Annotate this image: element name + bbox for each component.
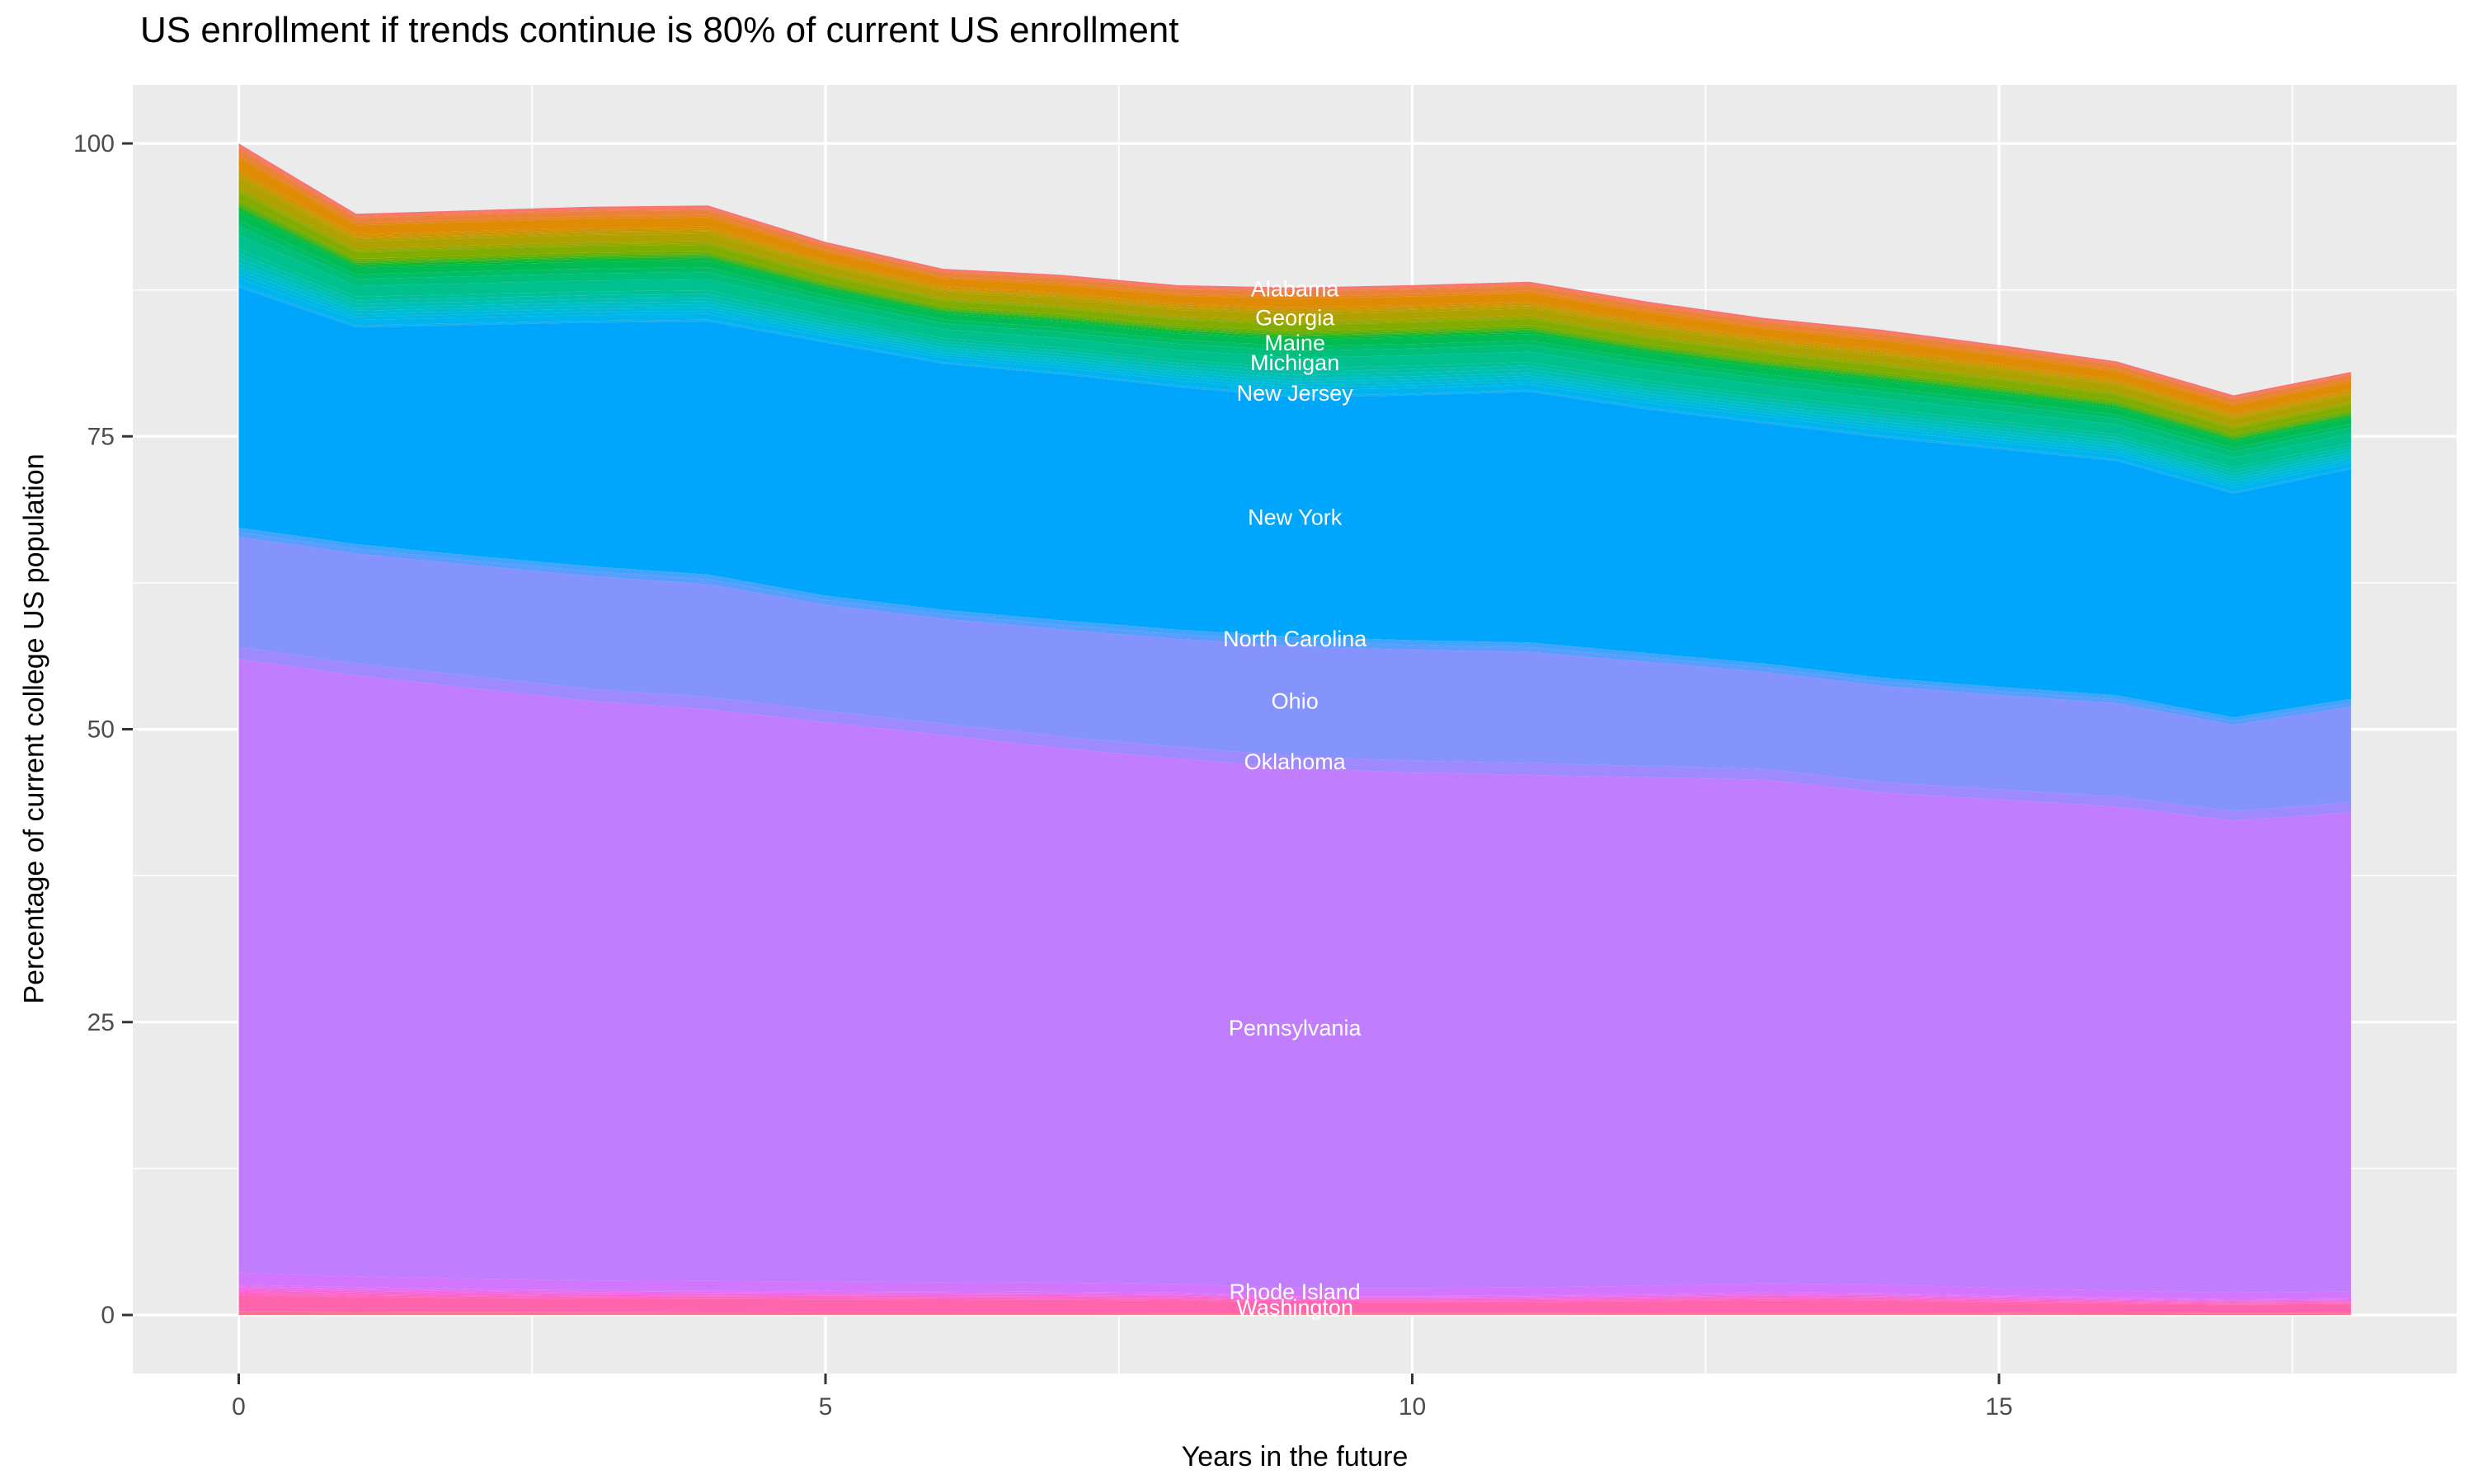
- area-utah: [238, 1290, 2351, 1303]
- state-label-new-york: New York: [1248, 505, 1343, 529]
- y-tick-label: 25: [87, 1009, 115, 1036]
- y-tick-label: 0: [101, 1302, 115, 1329]
- state-label-maine: Maine: [1264, 331, 1325, 355]
- area-missouri: [238, 257, 2351, 477]
- area-mississippi: [238, 253, 2351, 474]
- area-north-dakota: [238, 532, 2351, 726]
- y-tick-label: 75: [87, 423, 115, 450]
- y-tick-label: 100: [73, 130, 115, 157]
- chart-title: US enrollment if trends continue is 80% …: [140, 10, 1179, 50]
- area-rhode-island: [238, 1272, 2351, 1299]
- state-label-ohio: Ohio: [1272, 688, 1319, 713]
- area-virginia: [238, 1294, 2351, 1305]
- state-label-oklahoma: Oklahoma: [1244, 749, 1347, 774]
- area-tennessee: [238, 1287, 2351, 1302]
- area-washington: [238, 1295, 2351, 1313]
- area-minnesota: [238, 248, 2351, 471]
- area-west-virginia: [238, 1311, 2351, 1314]
- area-pennsylvania: [238, 659, 2351, 1293]
- area-wisconsin: [238, 1313, 2351, 1315]
- x-axis-title: Years in the future: [1181, 1441, 1409, 1472]
- area-vermont: [238, 1292, 2351, 1304]
- state-label-michigan: Michigan: [1250, 350, 1339, 375]
- x-tick-label: 0: [232, 1393, 246, 1421]
- area-south-carolina: [238, 1284, 2351, 1300]
- y-tick-label: 50: [87, 716, 115, 744]
- state-label-georgia: Georgia: [1255, 306, 1335, 331]
- area-north-carolina: [238, 528, 2351, 721]
- state-label-north-carolina: North Carolina: [1223, 627, 1367, 651]
- state-label-new-jersey: New Jersey: [1237, 381, 1354, 406]
- area-oklahoma: [238, 646, 2351, 821]
- area-texas: [238, 1289, 2351, 1303]
- x-tick-label: 5: [819, 1393, 833, 1421]
- state-label-rhode-island: Rhode Island: [1230, 1280, 1361, 1304]
- state-areas: [238, 143, 2351, 1315]
- state-label-pennsylvania: Pennsylvania: [1229, 1016, 1362, 1040]
- x-tick-label: 15: [1985, 1393, 2012, 1421]
- area-new-york: [238, 287, 2351, 718]
- axes: 0 5 10 15 0 25 50 75 100: [73, 130, 2013, 1421]
- area-michigan: [238, 235, 2351, 467]
- area-wyoming: [238, 1314, 2351, 1315]
- state-label-washington: Washington: [1236, 1295, 1353, 1320]
- area-ohio: [238, 537, 2351, 812]
- area-south-dakota: [238, 1286, 2351, 1301]
- state-label-alabama: Alabama: [1251, 276, 1340, 301]
- x-tick-label: 10: [1399, 1393, 1426, 1421]
